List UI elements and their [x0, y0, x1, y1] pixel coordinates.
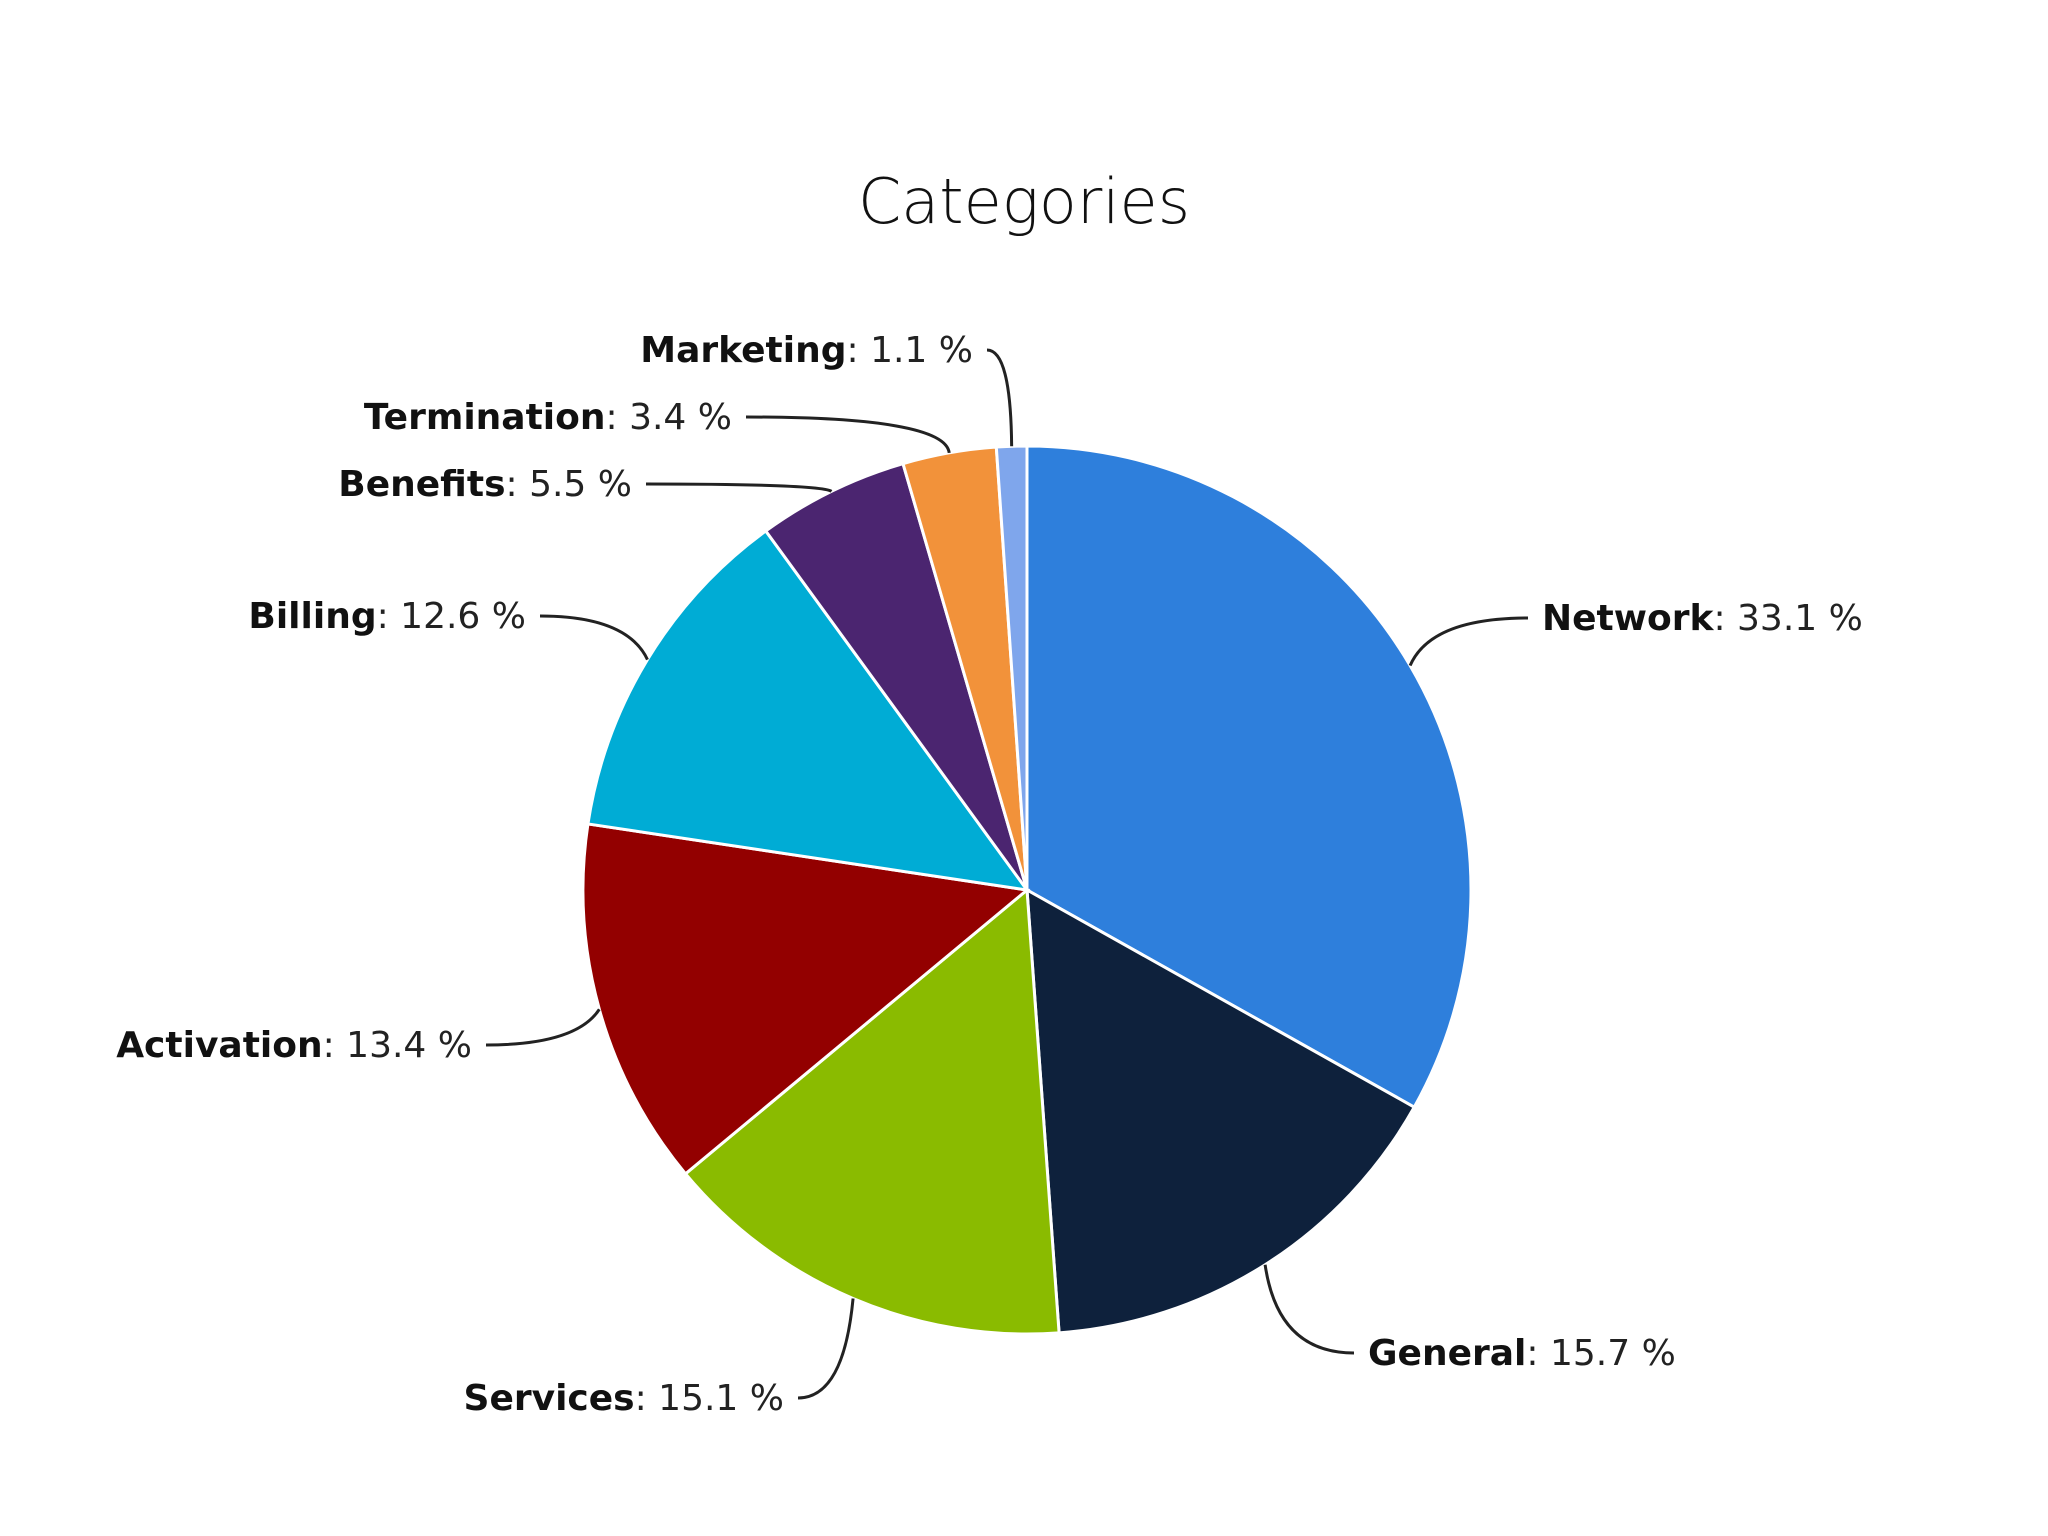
data-label-name: Services	[464, 1378, 635, 1419]
data-label-value: : 33.1 %	[1713, 598, 1862, 639]
chart-title: Categories	[857, 165, 1191, 238]
data-label-name: General	[1368, 1333, 1526, 1374]
data-label-value: : 13.4 %	[323, 1025, 472, 1066]
connector-network	[1408, 616, 1529, 667]
pie-slice-network[interactable]	[1025, 444, 1473, 1110]
connector-activation	[485, 1008, 601, 1047]
data-label-value: : 12.6 %	[377, 596, 526, 637]
data-label-network: Network: 33.1 %	[1542, 598, 1863, 639]
pie-slice-services[interactable]	[683, 886, 1061, 1336]
data-label-name: Marketing	[640, 330, 846, 371]
data-label-value: : 5.5 %	[506, 464, 632, 505]
connector-marketing	[986, 348, 1014, 447]
data-label-billing: Billing: 12.6 %	[248, 596, 526, 637]
connector-billing	[539, 614, 649, 661]
pie-slices	[581, 444, 1473, 1336]
pie-labels: Network: 33.1 %General: 15.7 %Services: …	[116, 330, 1863, 1419]
pie-label-connectors	[485, 348, 1529, 1400]
connector-termination	[745, 415, 951, 454]
connector-services	[797, 1298, 855, 1400]
data-label-name: Benefits	[338, 464, 505, 505]
data-label-marketing: Marketing: 1.1 %	[640, 330, 973, 371]
data-label-benefits: Benefits: 5.5 %	[338, 464, 632, 505]
data-label-value: : 1.1 %	[847, 330, 973, 371]
data-label-value: : 3.4 %	[606, 397, 732, 438]
data-label-name: Termination	[364, 397, 606, 438]
data-label-value: : 15.1 %	[635, 1378, 784, 1419]
pie-slice-billing[interactable]	[586, 528, 1031, 893]
data-label-name: Activation	[116, 1025, 322, 1066]
connector-benefits	[645, 482, 833, 493]
data-label-value: : 15.7 %	[1526, 1333, 1675, 1374]
pie-slice-benefits[interactable]	[763, 461, 1029, 891]
data-label-activation: Activation: 13.4 %	[116, 1025, 472, 1066]
data-label-name: Billing	[248, 596, 376, 637]
data-label-services: Services: 15.1 %	[464, 1378, 784, 1419]
pie-slice-general[interactable]	[1025, 887, 1417, 1335]
data-label-name: Network	[1542, 598, 1714, 639]
data-label-termination: Termination: 3.4 %	[364, 397, 732, 438]
connector-general	[1263, 1264, 1355, 1355]
data-label-general: General: 15.7 %	[1368, 1333, 1676, 1374]
